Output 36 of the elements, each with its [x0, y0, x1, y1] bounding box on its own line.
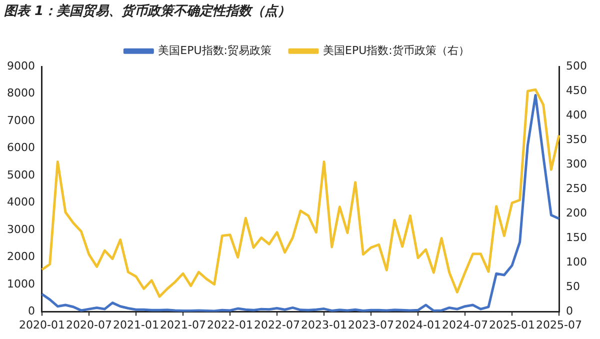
y-tick-label: 6000	[6, 141, 35, 154]
legend-label: 美国EPU指数:货币政策（右）	[323, 44, 470, 57]
chart-title: 图表 1：美国贸易、货币政策不确定性指数（点）	[4, 3, 291, 20]
y-tick-label: 7000	[6, 114, 35, 127]
y-tick-label: 8000	[6, 86, 35, 100]
y-tick-label: 9000	[6, 59, 35, 72]
y2-tick-label: 450	[566, 84, 588, 97]
y-tick-label: 3000	[6, 222, 35, 236]
x-tick-label: 2022-01	[207, 318, 253, 332]
x-tick-label: 2024-07	[442, 318, 488, 332]
x-tick-label: 2022-07	[254, 318, 300, 332]
legend-label: 美国EPU指数:贸易政策	[158, 44, 272, 57]
x-tick-label: 2025-01	[489, 318, 535, 332]
x-tick-label: 2025-07	[536, 318, 582, 332]
x-tick-label: 2023-01	[301, 318, 347, 332]
y-tick-label: 1000	[6, 277, 35, 290]
y2-tick-label: 350	[566, 133, 588, 146]
y2-tick-label: 300	[566, 158, 588, 171]
x-tick-label: 2023-07	[348, 318, 394, 332]
x-tick-label: 2020-07	[66, 318, 112, 332]
y2-tick-label: 200	[566, 206, 588, 220]
y2-tick-label: 500	[566, 59, 588, 72]
x-tick-label: 2021-01	[113, 318, 159, 332]
y2-tick-label: 0	[566, 304, 574, 318]
x-tick-label: 2021-07	[160, 318, 206, 332]
y-tick-label: 4000	[6, 196, 35, 209]
y-tick-label: 2000	[6, 250, 35, 264]
y2-tick-label: 100	[566, 256, 588, 269]
y-tick-label: 0	[28, 304, 35, 318]
y2-tick-label: 50	[566, 280, 580, 294]
y2-tick-label: 250	[566, 182, 588, 196]
x-tick-label: 2024-01	[395, 318, 441, 332]
y2-tick-label: 400	[566, 108, 588, 122]
y2-tick-label: 150	[566, 231, 588, 244]
x-tick-label: 2020-01	[19, 318, 65, 332]
y-tick-label: 5000	[6, 168, 35, 182]
